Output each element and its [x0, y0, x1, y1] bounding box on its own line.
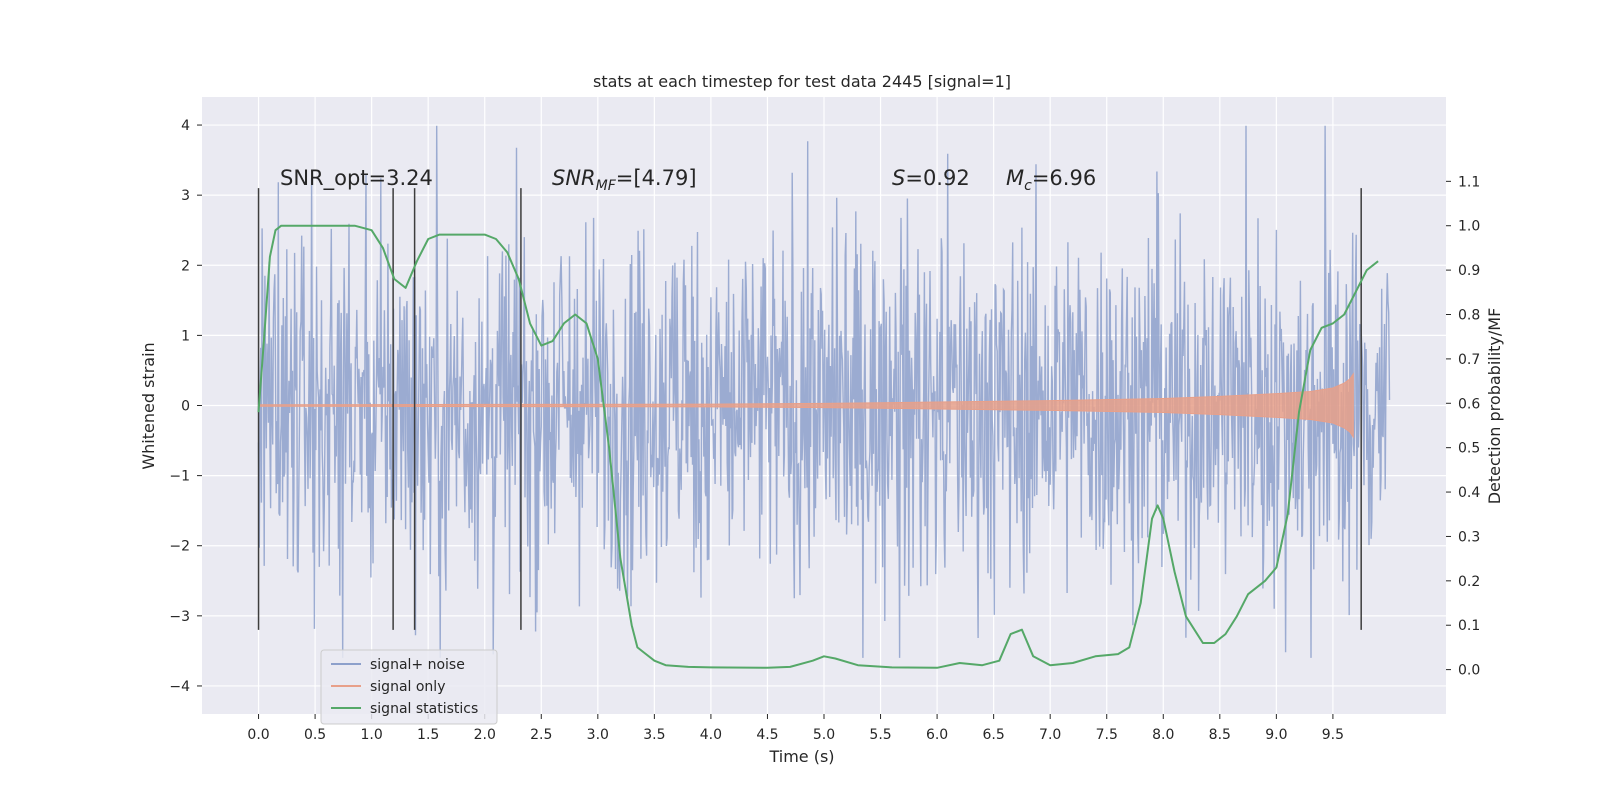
y-tick-label: 3: [181, 188, 190, 204]
y-right-tick-label: 0.8: [1458, 308, 1480, 324]
legend-label-signal-only: signal only: [370, 679, 445, 695]
x-tick-label: 9.5: [1322, 727, 1344, 743]
x-tick-label: 4.5: [756, 727, 778, 743]
x-tick-label: 7.5: [1096, 727, 1118, 743]
x-tick-label: 4.0: [700, 727, 722, 743]
legend-box: [320, 649, 498, 725]
x-tick-label: 2.5: [530, 727, 552, 743]
x-tick-label: 3.0: [587, 727, 609, 743]
chirp-mass-annotation: Mc=6.96: [1006, 166, 1096, 194]
signal-only-series: [258, 372, 1354, 439]
signal-statistics-line: [257, 224, 1379, 669]
y-right-tick-label: 0.1: [1458, 618, 1480, 634]
y-tick-label: 2: [181, 258, 190, 274]
y-right-tick-label: 0.6: [1458, 396, 1480, 412]
spin-annotation: S=0.92: [892, 166, 970, 190]
y-axis-ticks: 4 3 2 1 0 −1 −2 −3 −4: [169, 118, 202, 695]
y-tick-label: −4: [169, 679, 190, 695]
x-tick-label: 5.0: [813, 727, 835, 743]
signal-statistics-series: [257, 224, 1379, 669]
y-tick-label: −2: [169, 539, 190, 555]
x-tick-label: 9.0: [1265, 727, 1287, 743]
snr-mf-annotation: SNRMF=[4.79]: [552, 166, 697, 194]
chart-title: stats at each timestep for test data 244…: [593, 72, 1011, 91]
y-tick-label: −1: [169, 469, 190, 485]
y-right-tick-label: 1.0: [1458, 219, 1480, 235]
x-tick-label: 6.5: [983, 727, 1005, 743]
y-tick-label: 1: [181, 328, 190, 344]
x-tick-label: 7.0: [1039, 727, 1061, 743]
x-tick-label: 3.5: [643, 727, 665, 743]
x-tick-label: 0.5: [304, 727, 326, 743]
y-right-tick-label: 0.3: [1458, 529, 1480, 545]
x-tick-label: 2.0: [474, 727, 496, 743]
y-right-tick-label: 1.1: [1458, 174, 1480, 190]
x-tick-label: 5.5: [869, 727, 891, 743]
y-right-tick-label: 0.0: [1458, 663, 1480, 679]
y-axis-label: Whitened strain: [139, 342, 158, 469]
y-right-tick-label: 0.7: [1458, 352, 1480, 368]
y-right-tick-label: 0.4: [1458, 485, 1480, 501]
x-tick-label: 8.0: [1152, 727, 1174, 743]
x-tick-label: 0.0: [247, 727, 269, 743]
x-tick-label: 1.0: [361, 727, 383, 743]
x-axis-label: Time (s): [768, 747, 834, 766]
x-axis-ticks: 0.0 0.5 1.0 1.5 2.0 2.5 3.0 3.5 4.0 4.5 5.0 5.5 6.0 6…: [247, 714, 1344, 743]
y-tick-label: −3: [169, 609, 190, 625]
snr-opt-annotation: SNR_opt=3.24: [280, 166, 433, 191]
legend: signal+ noise signal only signal statist…: [320, 649, 498, 725]
y-tick-label: 4: [181, 118, 190, 134]
y-right-tick-label: 0.2: [1458, 574, 1480, 590]
x-tick-label: 8.5: [1209, 727, 1231, 743]
y-right-tick-label: 0.5: [1458, 441, 1480, 457]
legend-label-signal-plus-noise: signal+ noise: [370, 657, 465, 673]
legend-label-signal-statistics: signal statistics: [370, 701, 478, 717]
y-right-axis-ticks: 1.1 1.0 0.9 0.8 0.7 0.6 0.5 0.4 0.3 0.2 0.1 0.0: [1446, 174, 1480, 679]
x-tick-label: 1.5: [417, 727, 439, 743]
y-right-axis-label: Detection probability/MF: [1485, 308, 1504, 505]
y-tick-label: 0: [181, 399, 190, 415]
signal-only-band: [258, 372, 1354, 439]
x-tick-label: 6.0: [926, 727, 948, 743]
y-right-tick-label: 0.9: [1458, 263, 1480, 279]
